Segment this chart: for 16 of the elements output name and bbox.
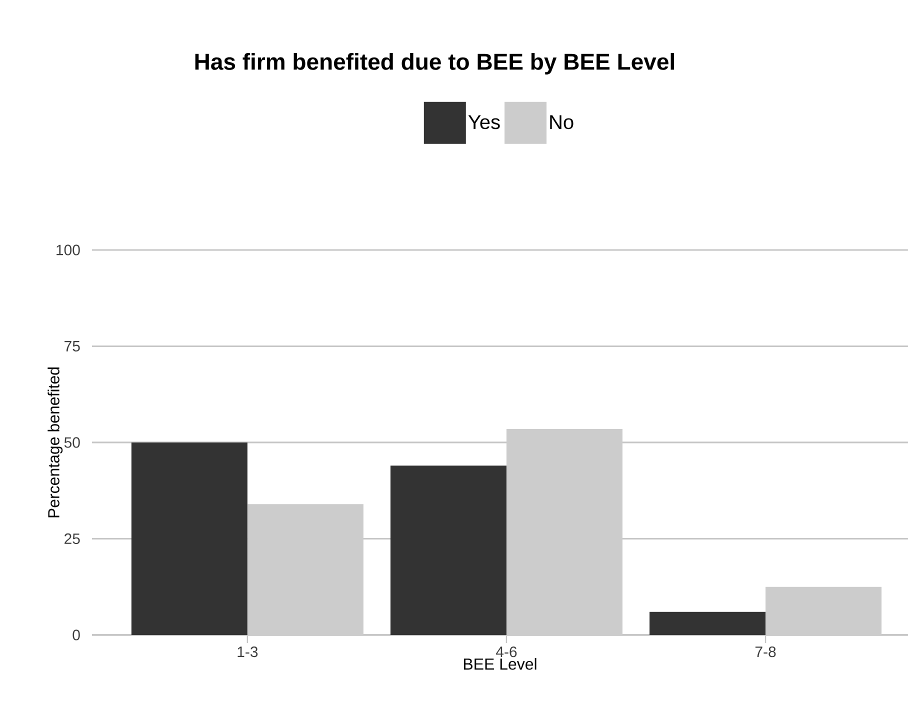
bar [131,442,248,635]
y-tick-label: 50 [64,437,80,448]
x-tick-label: 1-3 [238,646,258,658]
y-axis-title: Percentage benefited [48,367,63,518]
bar [390,466,506,635]
x-axis-title: BEE Level [464,658,536,670]
y-tick-label: 75 [64,341,80,352]
legend-label: Yes [468,115,500,130]
chart-title: Has firm benefited due to BEE by BEE Level [195,53,674,74]
y-tick-label: 25 [64,533,80,544]
legend-label: No [550,115,574,130]
x-tick-label: 7-8 [755,646,776,658]
bar [650,612,766,635]
x-tick-label: 4-6 [496,646,517,658]
y-tick-label: 0 [72,630,80,640]
y-tick-label: 100 [56,244,80,256]
